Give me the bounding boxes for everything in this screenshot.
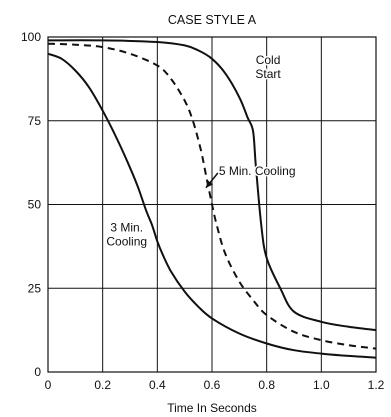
series-line-2	[47, 39, 377, 332]
annotation-text: Cooling	[106, 235, 147, 249]
y-tick-label: 25	[28, 281, 42, 295]
x-tick-label: 0	[45, 378, 52, 392]
series-line-1	[47, 42, 377, 350]
annotation-arrow	[205, 172, 219, 189]
chart-title: CASE STYLE A	[168, 13, 257, 27]
y-tick-label: 75	[28, 114, 42, 128]
x-tick-label: 1.0	[313, 378, 330, 392]
annotation-text: 3 Min.	[110, 221, 143, 235]
x-tick-label: 0.2	[94, 378, 111, 392]
y-tick-label: 0	[34, 365, 41, 379]
x-tick-label: 0.8	[258, 378, 275, 392]
y-tick-label: 50	[28, 198, 42, 212]
x-tick-label: 1.2	[368, 378, 385, 392]
annotation-text: Start	[255, 67, 281, 81]
tick-labels: 0 0.2 0.4 0.6 0.8 1.0 1.2 0 25 50 75 100	[21, 30, 385, 392]
y-tick-label: 100	[21, 30, 41, 44]
annotation-text: Cold	[256, 53, 281, 67]
series-lines	[47, 39, 377, 359]
x-axis-label: Time In Seconds	[167, 401, 257, 415]
x-tick-label: 0.6	[204, 378, 221, 392]
plot-frame	[47, 36, 377, 373]
annotation-text: 5 Min. Cooling	[219, 164, 296, 178]
series-line-0	[47, 52, 377, 359]
x-tick-label: 0.4	[149, 378, 166, 392]
